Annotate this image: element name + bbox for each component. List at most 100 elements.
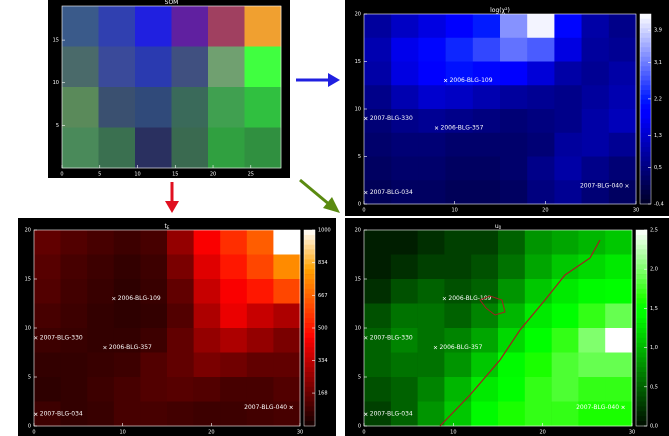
som-cell: [208, 87, 245, 128]
heatmap-cell: [417, 401, 445, 427]
colorbar-segment: [304, 298, 315, 304]
som-cell: [244, 6, 282, 47]
colorbar-segment: [304, 411, 315, 417]
y-tick-label: 5: [358, 375, 361, 381]
colorbar-label: 3,1: [654, 60, 662, 66]
heatmap-cell: [87, 377, 115, 402]
colorbar-segment: [636, 347, 647, 353]
heatmap-cell: [140, 303, 168, 329]
colorbar-segment: [304, 367, 315, 373]
colorbar-segment: [304, 264, 315, 270]
annotation-label: 2006-BLG-109: [450, 77, 493, 84]
heatmap-cell: [113, 377, 141, 402]
heatmap-cell: [391, 14, 419, 39]
heatmap-cell: [193, 230, 221, 255]
colorbar-segment: [640, 132, 651, 138]
heatmap-cell: [605, 254, 633, 280]
heatmap-cell: [220, 303, 248, 329]
x-tick-label: 30: [629, 430, 635, 436]
colorbar-segment: [636, 381, 647, 388]
y-tick-label: 10: [25, 326, 31, 332]
heatmap-cell: [554, 61, 582, 86]
som-cell: [135, 46, 172, 88]
colorbar-segment: [304, 337, 315, 343]
heatmap-cell: [418, 109, 446, 134]
heatmap-cell: [418, 14, 446, 39]
heatmap-cell: [60, 352, 88, 378]
heatmap-cell: [193, 279, 221, 304]
colorbar-segment: [636, 254, 647, 260]
x-tick-label: 20: [208, 430, 214, 436]
heatmap-cell: [417, 230, 445, 255]
heatmap-cell: [140, 352, 168, 378]
arrow: [299, 178, 331, 207]
marker-stroke: [34, 336, 38, 340]
y-tick-label: 20: [355, 12, 361, 18]
heatmap-cell: [273, 328, 301, 353]
heatmap-cell: [418, 61, 446, 86]
x-tick-label: 0: [362, 430, 365, 436]
heatmap-cell: [220, 377, 248, 402]
som-cell: [62, 87, 99, 128]
colorbar-label: 1,5: [650, 306, 658, 312]
colorbar-segment: [304, 308, 315, 314]
heatmap-cell: [578, 328, 606, 353]
heatmap-cell: [472, 37, 501, 62]
colorbar-segment: [640, 123, 651, 129]
annotation-marker: [364, 336, 368, 340]
heatmap-cell: [471, 254, 499, 280]
heatmap-cell: [578, 230, 606, 255]
heatmap-cell: [113, 230, 141, 255]
heatmap-cell: [417, 352, 445, 378]
heatmap-cell: [581, 37, 610, 62]
colorbar-label: 3,9: [654, 28, 662, 34]
heatmap-cell: [500, 85, 528, 110]
heatmap-cell: [472, 85, 501, 110]
som-cell: [62, 46, 99, 88]
heatmap-cell: [364, 61, 392, 86]
heatmap-cell: [445, 61, 474, 86]
marker-stroke: [364, 412, 368, 416]
annotation-label: 2007-BLG-040: [244, 404, 287, 411]
colorbar-segment: [636, 377, 647, 383]
heatmap-cell: [220, 230, 248, 255]
title-subscript: 0: [499, 225, 502, 230]
heatmap-cell: [417, 254, 445, 280]
heatmap-cell: [60, 279, 88, 304]
colorbar-segment: [636, 396, 647, 402]
annotation-label: 2007-BLG-034: [370, 189, 413, 196]
heatmap-cell: [472, 61, 501, 86]
heatmap-cell: [167, 279, 194, 304]
heatmap-cell: [444, 279, 472, 304]
heatmap-cell: [527, 85, 555, 110]
colorbar-segment: [640, 118, 651, 124]
heatmap-cell: [193, 328, 221, 353]
colorbar-segment: [640, 90, 651, 96]
colorbar-segment: [636, 244, 647, 250]
colorbar-segment: [304, 274, 315, 280]
heatmap-cell: [551, 328, 579, 353]
heatmap-cell: [551, 279, 579, 304]
colorbar-segment: [636, 259, 647, 265]
heatmap-cell: [246, 279, 274, 304]
heatmap-cell: [605, 230, 633, 255]
heatmap-cell: [364, 85, 392, 110]
heatmap-cell: [527, 37, 555, 62]
colorbar-segment: [636, 357, 647, 363]
heatmap-cell: [87, 352, 115, 378]
colorbar-segment: [304, 332, 315, 339]
heatmap-cell: [113, 303, 141, 329]
colorbar-label: 1000: [318, 228, 331, 234]
title-text: t: [165, 223, 168, 230]
heatmap-cell: [578, 352, 606, 378]
heatmap-cell: [445, 37, 474, 62]
colorbar-segment: [636, 328, 647, 334]
colorbar-segment: [636, 249, 647, 255]
heatmap-cell: [220, 401, 248, 427]
colorbar-segment: [640, 137, 651, 143]
heatmap-cell: [87, 230, 115, 255]
heatmap-cell: [113, 401, 141, 427]
colorbar-label: 2,5: [650, 228, 658, 234]
heatmap-cell: [167, 352, 194, 378]
